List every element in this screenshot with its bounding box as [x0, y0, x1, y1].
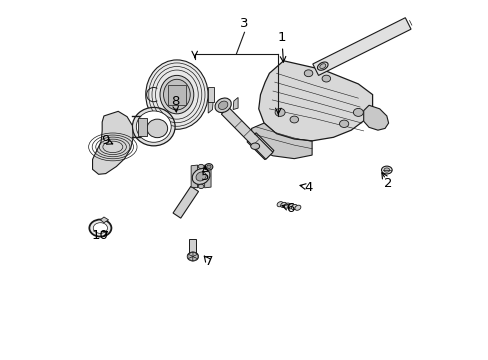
Ellipse shape [319, 64, 325, 68]
Polygon shape [138, 118, 146, 135]
Ellipse shape [284, 203, 289, 208]
Polygon shape [168, 85, 185, 104]
Polygon shape [258, 61, 372, 141]
Polygon shape [233, 98, 238, 109]
Ellipse shape [280, 202, 286, 207]
Ellipse shape [198, 165, 203, 168]
Ellipse shape [206, 165, 211, 168]
Ellipse shape [317, 62, 327, 70]
Ellipse shape [218, 101, 227, 109]
Polygon shape [363, 105, 388, 130]
Ellipse shape [291, 204, 297, 210]
Text: 7: 7 [204, 255, 213, 268]
Polygon shape [187, 257, 192, 261]
Polygon shape [246, 133, 273, 159]
Polygon shape [191, 165, 197, 188]
Polygon shape [92, 111, 133, 174]
Ellipse shape [250, 143, 259, 149]
Text: 2: 2 [384, 177, 392, 190]
Text: 8: 8 [171, 95, 179, 108]
Polygon shape [312, 18, 410, 76]
Ellipse shape [163, 79, 190, 110]
Ellipse shape [294, 205, 300, 210]
Ellipse shape [287, 204, 293, 209]
Polygon shape [204, 165, 211, 188]
Text: 10: 10 [92, 229, 109, 242]
Polygon shape [251, 123, 311, 159]
Ellipse shape [204, 164, 212, 170]
Ellipse shape [196, 172, 206, 181]
Ellipse shape [147, 119, 167, 138]
Polygon shape [187, 252, 192, 257]
Polygon shape [207, 87, 214, 102]
Text: 6: 6 [286, 202, 294, 215]
Text: 5: 5 [201, 170, 209, 183]
Text: 9: 9 [102, 134, 110, 147]
Ellipse shape [322, 75, 330, 82]
Polygon shape [189, 239, 196, 257]
Ellipse shape [275, 108, 285, 116]
Text: 3: 3 [240, 17, 248, 30]
Ellipse shape [145, 60, 207, 129]
Text: 1: 1 [277, 31, 285, 44]
Ellipse shape [304, 70, 312, 77]
Ellipse shape [383, 168, 389, 172]
Polygon shape [208, 101, 213, 113]
Ellipse shape [277, 202, 283, 207]
Polygon shape [221, 107, 272, 159]
Polygon shape [192, 252, 198, 257]
Polygon shape [173, 186, 198, 218]
Polygon shape [100, 217, 108, 223]
Ellipse shape [381, 166, 391, 174]
Ellipse shape [192, 168, 209, 184]
Polygon shape [187, 254, 192, 259]
Ellipse shape [89, 220, 111, 237]
Ellipse shape [198, 184, 203, 189]
Ellipse shape [215, 98, 231, 113]
Polygon shape [192, 257, 198, 261]
Polygon shape [192, 254, 198, 259]
Ellipse shape [160, 75, 193, 114]
Ellipse shape [289, 116, 298, 123]
Ellipse shape [93, 223, 107, 233]
Ellipse shape [353, 108, 363, 116]
Ellipse shape [136, 111, 171, 142]
Ellipse shape [132, 107, 175, 146]
Ellipse shape [339, 120, 348, 127]
Text: 4: 4 [304, 181, 312, 194]
